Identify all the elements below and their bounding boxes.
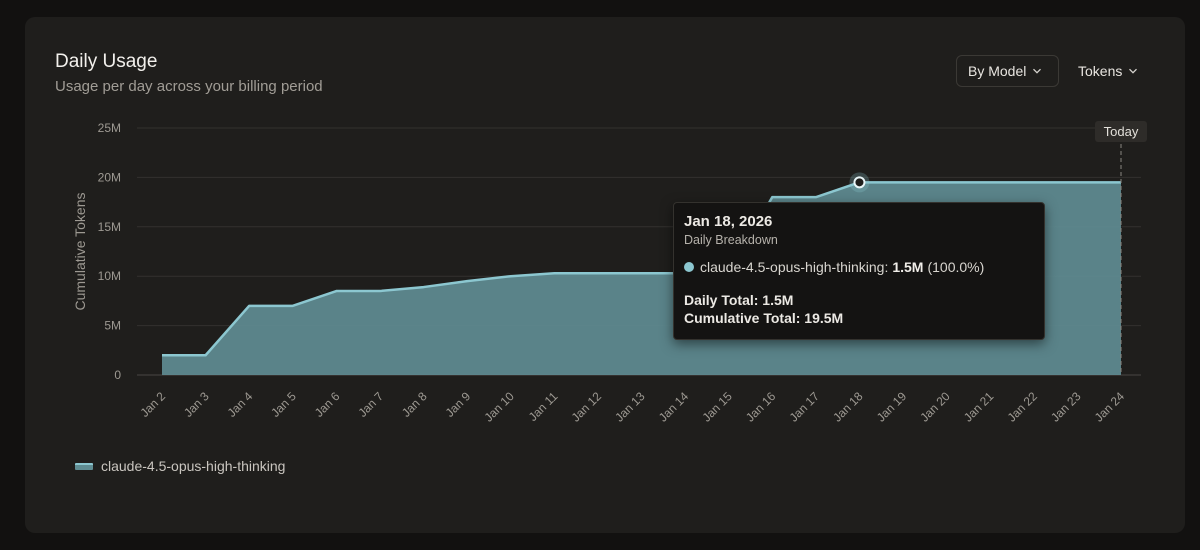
x-tick-label: Jan 10	[481, 389, 517, 425]
x-tick-label: Jan 6	[312, 389, 343, 420]
x-tick-label: Jan 2	[137, 389, 168, 420]
x-tick-label: Jan 7	[355, 389, 386, 420]
today-badge	[1095, 121, 1147, 142]
x-tick-label: Jan 23	[1048, 389, 1084, 425]
x-tick-label: Jan 13	[612, 389, 648, 425]
x-tick-label: Jan 15	[699, 389, 735, 425]
x-tick-label: Jan 17	[787, 389, 823, 425]
page-title: Daily Usage	[55, 51, 158, 72]
usage-card: Daily Usage Usage per day across your bi…	[25, 17, 1185, 533]
page-subtitle: Usage per day across your billing period	[55, 78, 323, 95]
y-tick-label: 25M	[98, 121, 121, 135]
x-tick-label: Jan 9	[443, 389, 474, 420]
tooltip-model-row: claude-4.5-opus-high-thinking: 1.5M (100…	[684, 259, 1034, 275]
tooltip-cumulative-total: Cumulative Total: 19.5M	[684, 310, 844, 326]
highlight-point	[853, 176, 866, 189]
metric-dropdown[interactable]: Tokens	[1078, 55, 1158, 87]
y-tick-label: 0	[114, 368, 121, 382]
y-tick-label: 20M	[98, 170, 121, 184]
legend-label: claude-4.5-opus-high-thinking	[101, 458, 286, 474]
tooltip-model-name: claude-4.5-opus-high-thinking:	[700, 259, 889, 275]
chart-legend[interactable]: claude-4.5-opus-high-thinking	[75, 458, 285, 474]
today-label: Today	[1104, 124, 1139, 139]
y-tick-label: 10M	[98, 269, 121, 283]
tooltip-daily-total: Daily Total: 1.5M	[684, 292, 794, 308]
tooltip-model-percent: (100.0%)	[927, 259, 985, 275]
x-tick-label: Jan 22	[1005, 389, 1041, 425]
chevron-down-icon	[1033, 68, 1042, 74]
x-tick-label: Jan 4	[225, 389, 256, 420]
x-tick-label: Jan 24	[1092, 389, 1128, 425]
tooltip-model-amount: 1.5M	[892, 259, 924, 275]
tooltip-date: Jan 18, 2026	[684, 213, 773, 230]
x-tick-label: Jan 3	[181, 389, 212, 420]
metric-label: Tokens	[1078, 63, 1123, 79]
group-by-label: By Model	[968, 63, 1027, 79]
x-tick-label: Jan 18	[830, 389, 866, 425]
x-tick-label: Jan 14	[656, 389, 692, 425]
y-tick-label: 5M	[104, 319, 121, 333]
x-tick-label: Jan 8	[399, 389, 430, 420]
x-tick-label: Jan 12	[569, 389, 605, 425]
legend-swatch	[75, 462, 93, 470]
group-by-dropdown[interactable]: By Model	[956, 55, 1059, 87]
chevron-down-icon	[1129, 68, 1138, 74]
x-tick-label: Jan 11	[526, 389, 561, 424]
tooltip-series-dot	[684, 262, 694, 272]
x-tick-label: Jan 21	[961, 389, 997, 425]
tooltip-subtitle: Daily Breakdown	[684, 233, 778, 247]
y-axis-label: Cumulative Tokens	[72, 192, 88, 310]
x-tick-label: Jan 20	[917, 389, 953, 425]
x-tick-label: Jan 5	[268, 389, 299, 420]
series-line	[162, 181, 1121, 357]
x-tick-label: Jan 16	[743, 389, 779, 425]
x-tick-label: Jan 19	[874, 389, 910, 425]
chart-tooltip: Jan 18, 2026 Daily Breakdown claude-4.5-…	[673, 202, 1045, 340]
y-tick-label: 15M	[98, 220, 121, 234]
